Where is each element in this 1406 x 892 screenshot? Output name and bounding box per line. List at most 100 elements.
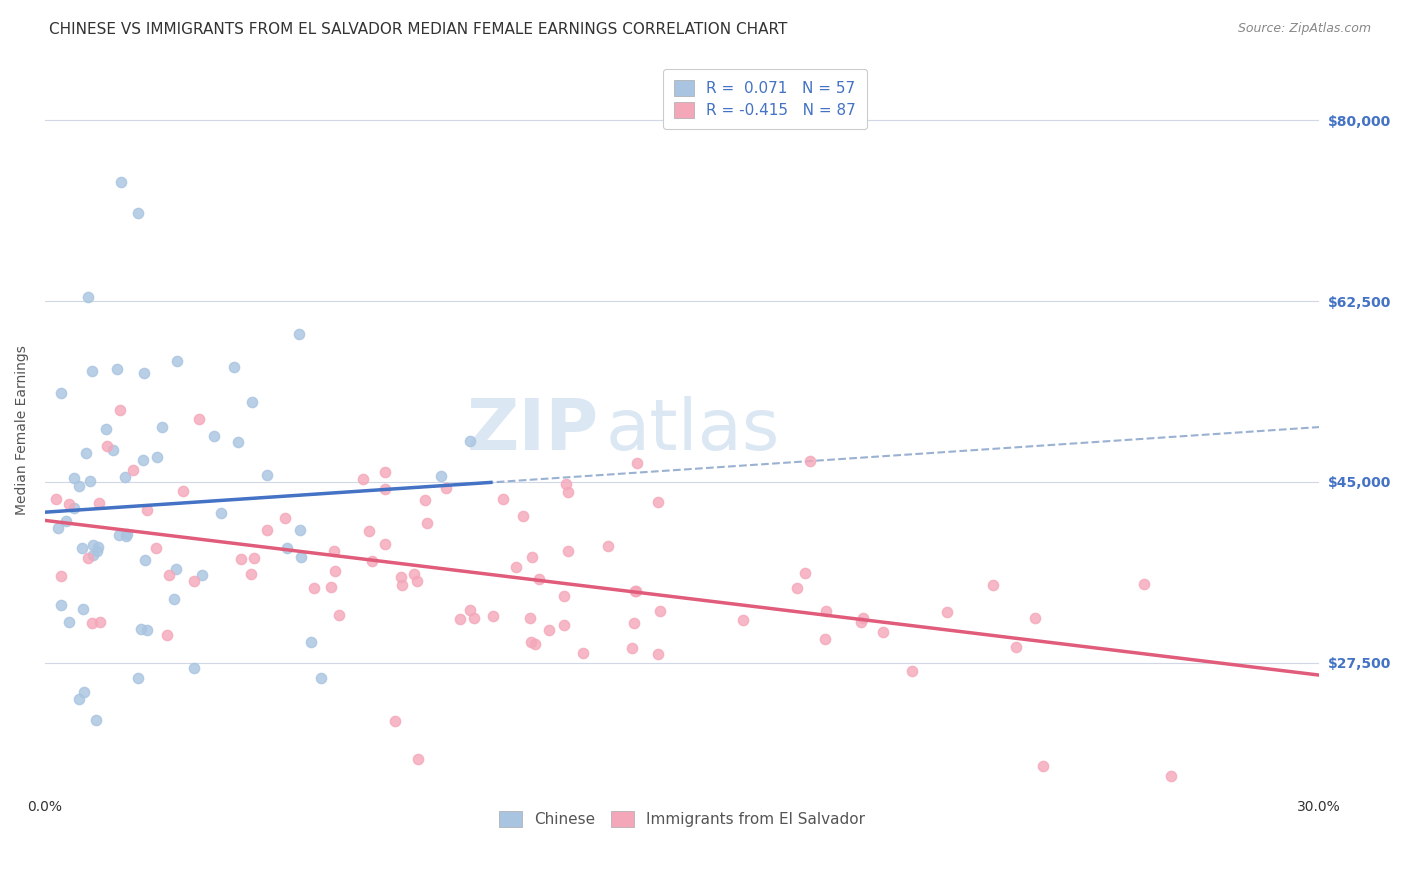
Point [572,646,595,660]
Point [434,481,457,495]
Point [512,509,534,524]
Point [172,484,194,499]
Point [276,541,298,555]
Point [288,523,311,537]
Point [67,692,90,706]
Point [287,326,309,341]
Text: atlas: atlas [606,396,780,465]
Point [45,491,67,506]
Point [110,175,132,189]
Point [105,361,128,376]
Point [598,539,620,553]
Point [84,713,107,727]
Point [430,468,453,483]
Point [132,453,155,467]
Point [481,608,503,623]
Point [458,602,481,616]
Point [981,578,1004,592]
Point [136,503,159,517]
Point [80,364,103,378]
Point [374,482,396,496]
Point [623,616,645,631]
Text: CHINESE VS IMMIGRANTS FROM EL SALVADOR MEDIAN FEMALE EARNINGS CORRELATION CHART: CHINESE VS IMMIGRANTS FROM EL SALVADOR M… [49,22,787,37]
Point [620,640,643,655]
Point [391,577,413,591]
Point [256,467,278,482]
Point [309,671,332,685]
Point [107,527,129,541]
Point [134,553,156,567]
Point [794,566,817,580]
Point [187,412,209,426]
Point [1133,577,1156,591]
Point [522,549,544,564]
Point [520,634,543,648]
Point [537,624,560,638]
Point [129,623,152,637]
Point [86,543,108,558]
Point [240,395,263,409]
Point [136,624,159,638]
Point [73,685,96,699]
Point [1032,759,1054,773]
Point [55,514,77,528]
Y-axis label: Median Female Earnings: Median Female Earnings [15,345,30,516]
Point [202,429,225,443]
Point [132,366,155,380]
Point [150,420,173,434]
Point [1160,769,1182,783]
Point [449,612,471,626]
Point [814,632,837,646]
Point [415,516,437,530]
Point [290,550,312,565]
Point [557,484,579,499]
Point [239,566,262,581]
Point [555,477,578,491]
Point [165,562,187,576]
Point [357,524,380,538]
Point [302,581,325,595]
Point [191,568,214,582]
Point [647,495,669,509]
Point [87,540,110,554]
Point [80,616,103,631]
Point [413,493,436,508]
Point [157,567,180,582]
Point [127,671,149,685]
Point [58,497,80,511]
Point [733,613,755,627]
Point [936,605,959,619]
Point [110,402,132,417]
Point [82,538,104,552]
Point [626,584,648,599]
Point [209,506,232,520]
Point [849,615,872,629]
Point [299,635,322,649]
Point [89,615,111,630]
Point [145,541,167,556]
Point [374,537,396,551]
Point [96,439,118,453]
Point [404,566,426,581]
Point [519,611,541,625]
Point [101,442,124,457]
Point [51,386,73,401]
Point [166,354,188,368]
Point [406,752,429,766]
Point [463,611,485,625]
Point [389,569,412,583]
Point [156,628,179,642]
Point [900,664,922,678]
Point [624,584,647,599]
Point [114,469,136,483]
Point [650,603,672,617]
Point [323,565,346,579]
Point [242,550,264,565]
Point [458,434,481,449]
Point [786,581,808,595]
Point [553,618,575,632]
Point [406,574,429,589]
Point [122,463,145,477]
Point [492,491,515,506]
Point [115,529,138,543]
